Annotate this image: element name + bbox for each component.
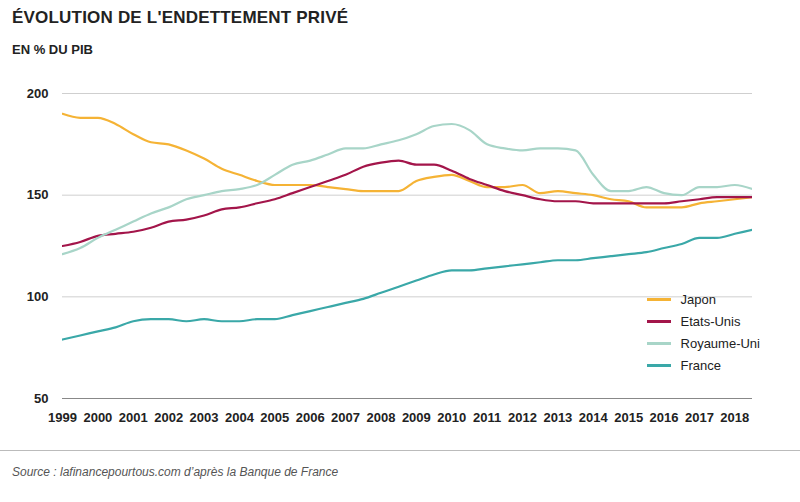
html-text:Japon: Japon bbox=[680, 291, 716, 307]
svg-text:2008: 2008 bbox=[367, 410, 396, 425]
svg-text:2004: 2004 bbox=[225, 410, 255, 425]
html-text:Etats-Unis: Etats-Unis bbox=[680, 313, 741, 329]
svg-text:100: 100 bbox=[27, 289, 49, 304]
html-text:EN % DU PIB: EN % DU PIB bbox=[12, 42, 93, 57]
svg-text:1999: 1999 bbox=[48, 410, 77, 425]
svg-text:2015: 2015 bbox=[614, 410, 643, 425]
html-text:France: France bbox=[680, 357, 721, 373]
svg-text:2011: 2011 bbox=[473, 410, 501, 425]
html-text:Source : lafinancepourtous.com: Source : lafinancepourtous.com d’après l… bbox=[12, 465, 339, 479]
svg-text:2000: 2000 bbox=[83, 410, 112, 425]
svg-text:2001: 2001 bbox=[119, 410, 148, 425]
svg-text:2002: 2002 bbox=[154, 410, 183, 425]
svg-text:2003: 2003 bbox=[190, 410, 219, 425]
svg-text:2014: 2014 bbox=[579, 410, 609, 425]
svg-text:2005: 2005 bbox=[260, 410, 289, 425]
svg-text:2009: 2009 bbox=[402, 410, 431, 425]
svg-text:2007: 2007 bbox=[331, 410, 360, 425]
html-text:ÉVOLUTION DE L'ENDETTEMENT PRI: ÉVOLUTION DE L'ENDETTEMENT PRIVÉ bbox=[12, 8, 349, 27]
svg-text:2017: 2017 bbox=[685, 410, 714, 425]
svg-text:2006: 2006 bbox=[296, 410, 325, 425]
svg-text:50: 50 bbox=[34, 391, 48, 406]
svg-text:2012: 2012 bbox=[508, 410, 537, 425]
svg-text:2016: 2016 bbox=[650, 410, 679, 425]
svg-text:2010: 2010 bbox=[437, 410, 466, 425]
html-text:Royaume-Uni: Royaume-Uni bbox=[680, 335, 760, 351]
svg-text:2018: 2018 bbox=[720, 410, 749, 425]
svg-text:200: 200 bbox=[27, 86, 49, 101]
svg-text:2013: 2013 bbox=[543, 410, 572, 425]
svg-text:150: 150 bbox=[27, 187, 49, 202]
